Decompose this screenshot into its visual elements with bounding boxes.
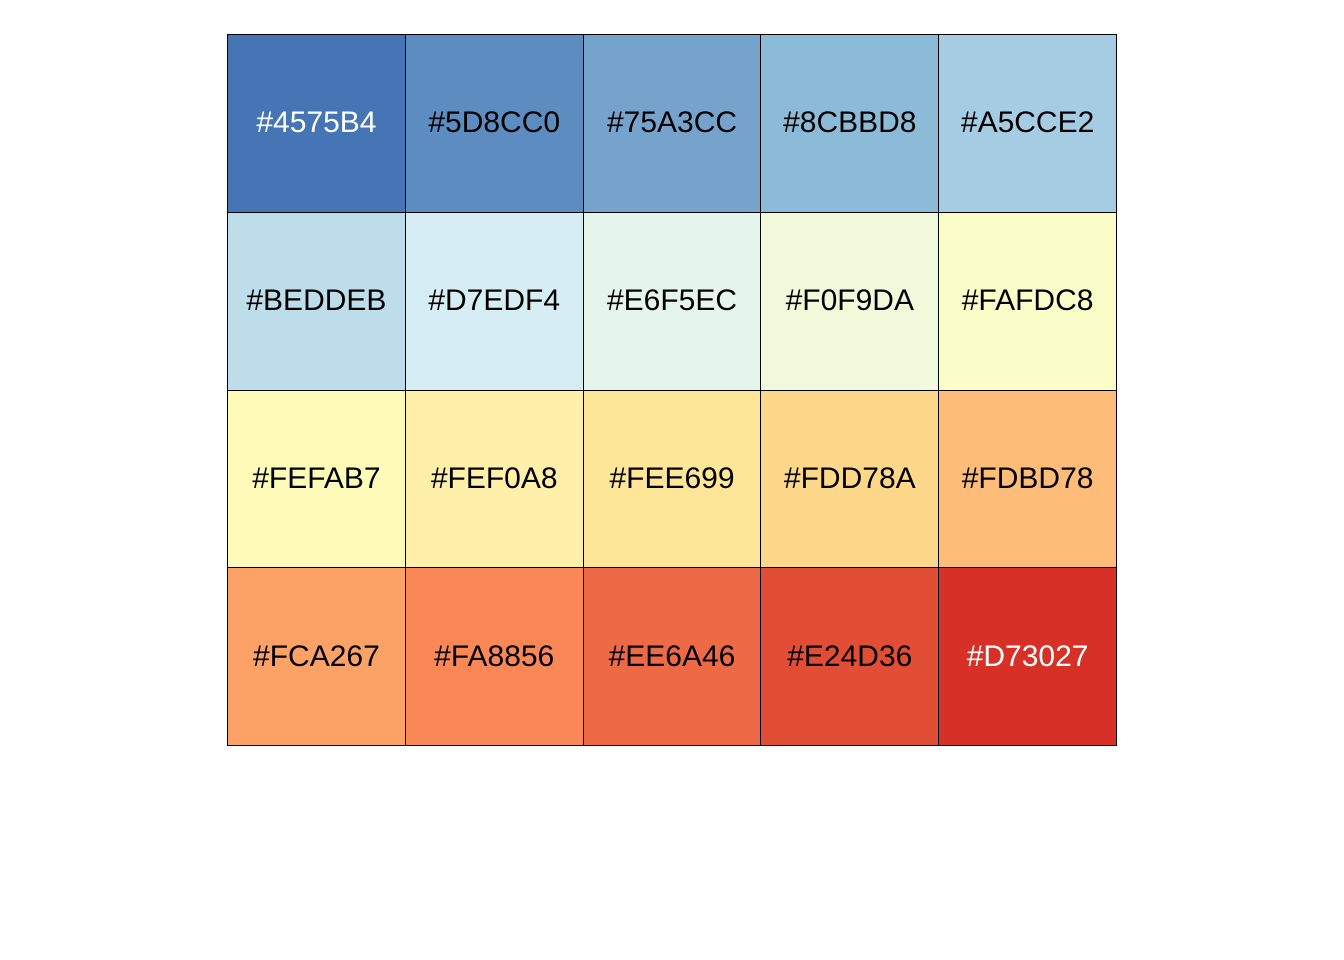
swatch-hex-label: #EE6A46 xyxy=(608,639,736,673)
color-swatch: #D73027 xyxy=(939,568,1117,746)
swatch-hex-label: #A5CCE2 xyxy=(960,106,1095,140)
swatch-hex-label: #E24D36 xyxy=(787,639,913,673)
color-swatch: #FA8856 xyxy=(405,568,584,746)
color-palette-grid: #4575B4 #5D8CC0 #75A3CC #8CBBD8 #A5CCE2 #BEDD… xyxy=(227,34,1117,746)
color-swatch: #E6F5EC xyxy=(583,212,762,391)
color-swatch: #FEF0A8 xyxy=(405,390,584,569)
swatch-hex-label: #5D8CC0 xyxy=(428,106,561,140)
swatch-hex-label: #D73027 xyxy=(966,639,1089,673)
color-swatch: #8CBBD8 xyxy=(761,35,940,213)
swatch-hex-label: #75A3CC xyxy=(606,106,738,140)
color-swatch: #FEE699 xyxy=(583,390,762,569)
swatch-hex-label: #FA8856 xyxy=(434,639,555,673)
color-swatch: #EE6A46 xyxy=(583,568,762,746)
swatch-hex-label: #4575B4 xyxy=(256,106,377,140)
swatch-hex-label: #FDD78A xyxy=(783,461,916,495)
color-swatch: #E24D36 xyxy=(761,568,940,746)
color-swatch: #A5CCE2 xyxy=(939,35,1117,213)
color-swatch: #FDBD78 xyxy=(939,390,1117,569)
swatch-hex-label: #D7EDF4 xyxy=(428,284,561,318)
swatch-hex-label: #BEDDEB xyxy=(246,284,387,318)
swatch-hex-label: #FEE699 xyxy=(609,461,735,495)
color-swatch: #5D8CC0 xyxy=(405,35,584,213)
swatch-hex-label: #FAFDC8 xyxy=(961,284,1094,318)
color-swatch: #FAFDC8 xyxy=(939,212,1117,391)
color-swatch: #4575B4 xyxy=(228,35,406,213)
swatch-hex-label: #E6F5EC xyxy=(606,284,738,318)
color-swatch: #FDD78A xyxy=(761,390,940,569)
swatch-hex-label: #FEFAB7 xyxy=(252,461,381,495)
color-swatch: #D7EDF4 xyxy=(405,212,584,391)
swatch-hex-label: #8CBBD8 xyxy=(783,106,917,140)
swatch-hex-label: #FDBD78 xyxy=(961,461,1094,495)
color-swatch: #F0F9DA xyxy=(761,212,940,391)
swatch-hex-label: #FCA267 xyxy=(253,639,380,673)
color-swatch: #FCA267 xyxy=(228,568,406,746)
swatch-hex-label: #F0F9DA xyxy=(785,284,914,318)
swatch-hex-label: #FEF0A8 xyxy=(430,461,558,495)
color-swatch: #75A3CC xyxy=(583,35,762,213)
color-swatch: #BEDDEB xyxy=(228,212,406,391)
color-swatch: #FEFAB7 xyxy=(228,390,406,569)
